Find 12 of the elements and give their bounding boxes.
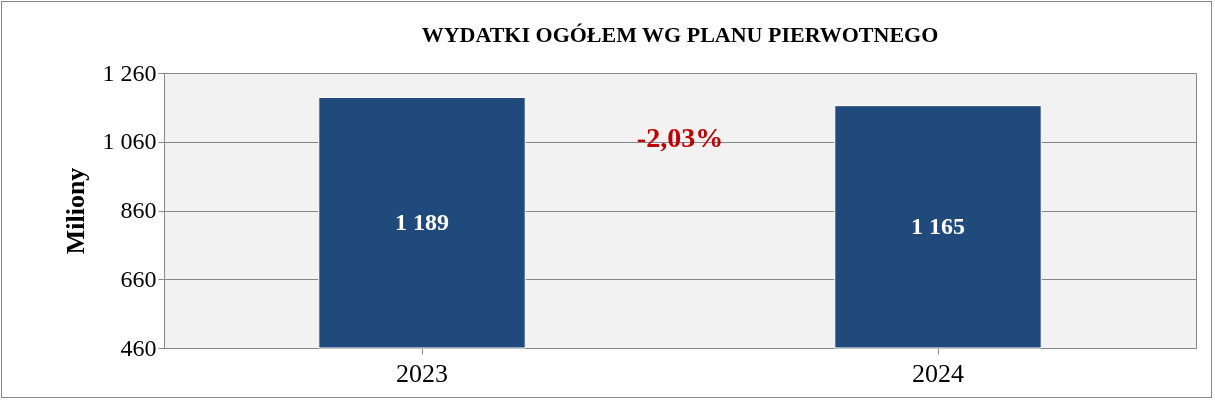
y-tick-label: 1 260 bbox=[102, 59, 157, 86]
chart-title: WYDATKI OGÓŁEM WG PLANU PIERWOTNEGO bbox=[421, 22, 939, 47]
y-tick-label: 860 bbox=[120, 197, 157, 223]
x-tick-label: 2024 bbox=[912, 358, 964, 388]
y-tick-label: 460 bbox=[120, 334, 157, 361]
x-tick-label: 2023 bbox=[396, 358, 448, 388]
y-tick-label: 1 060 bbox=[102, 128, 157, 155]
y-axis-title: Miliony bbox=[60, 167, 90, 255]
data-label: 1 165 bbox=[911, 212, 965, 239]
y-tick-label: 660 bbox=[120, 265, 157, 292]
data-label: 1 189 bbox=[395, 208, 449, 235]
annotation: -2,03% bbox=[636, 122, 724, 153]
